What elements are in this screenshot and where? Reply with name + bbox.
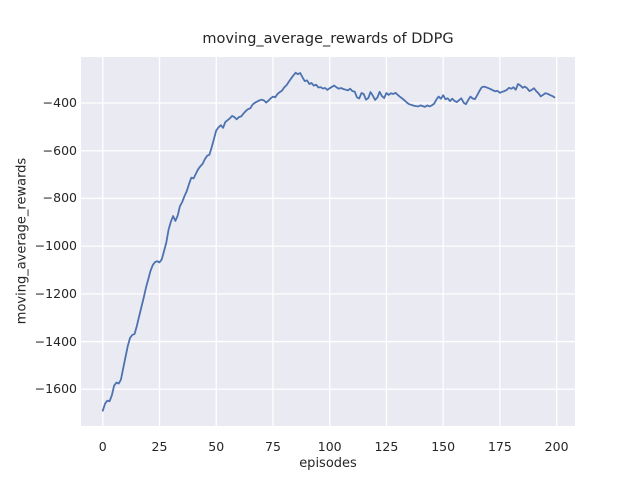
line-chart-svg (81, 57, 575, 426)
y-tick-label: −1400 (34, 333, 77, 349)
y-tick-label: −400 (42, 95, 77, 111)
x-tick-label: 175 (487, 439, 512, 454)
x-tick-label: 200 (544, 439, 569, 454)
gridlines (81, 57, 575, 426)
x-axis-label: episodes (299, 456, 357, 471)
y-tick-label: −1200 (34, 285, 77, 301)
x-tick-label: 75 (265, 439, 281, 454)
x-tick-label: 0 (98, 439, 107, 454)
plot-area (81, 57, 575, 426)
x-tick-label: 125 (374, 439, 399, 454)
x-tick-label: 100 (317, 439, 342, 454)
x-tick-label: 150 (431, 439, 456, 454)
y-tick-label: −600 (42, 142, 77, 158)
chart-title: moving_average_rewards of DDPG (202, 31, 454, 47)
chart-line (101, 71, 556, 412)
x-tick-label: 50 (208, 439, 225, 454)
y-tick-label: −800 (42, 190, 77, 206)
y-tick-label: −1600 (34, 381, 77, 397)
y-tick-label: −1000 (34, 238, 77, 254)
x-tick-label: 25 (151, 439, 168, 454)
y-axis-label: moving_average_rewards (14, 157, 30, 325)
